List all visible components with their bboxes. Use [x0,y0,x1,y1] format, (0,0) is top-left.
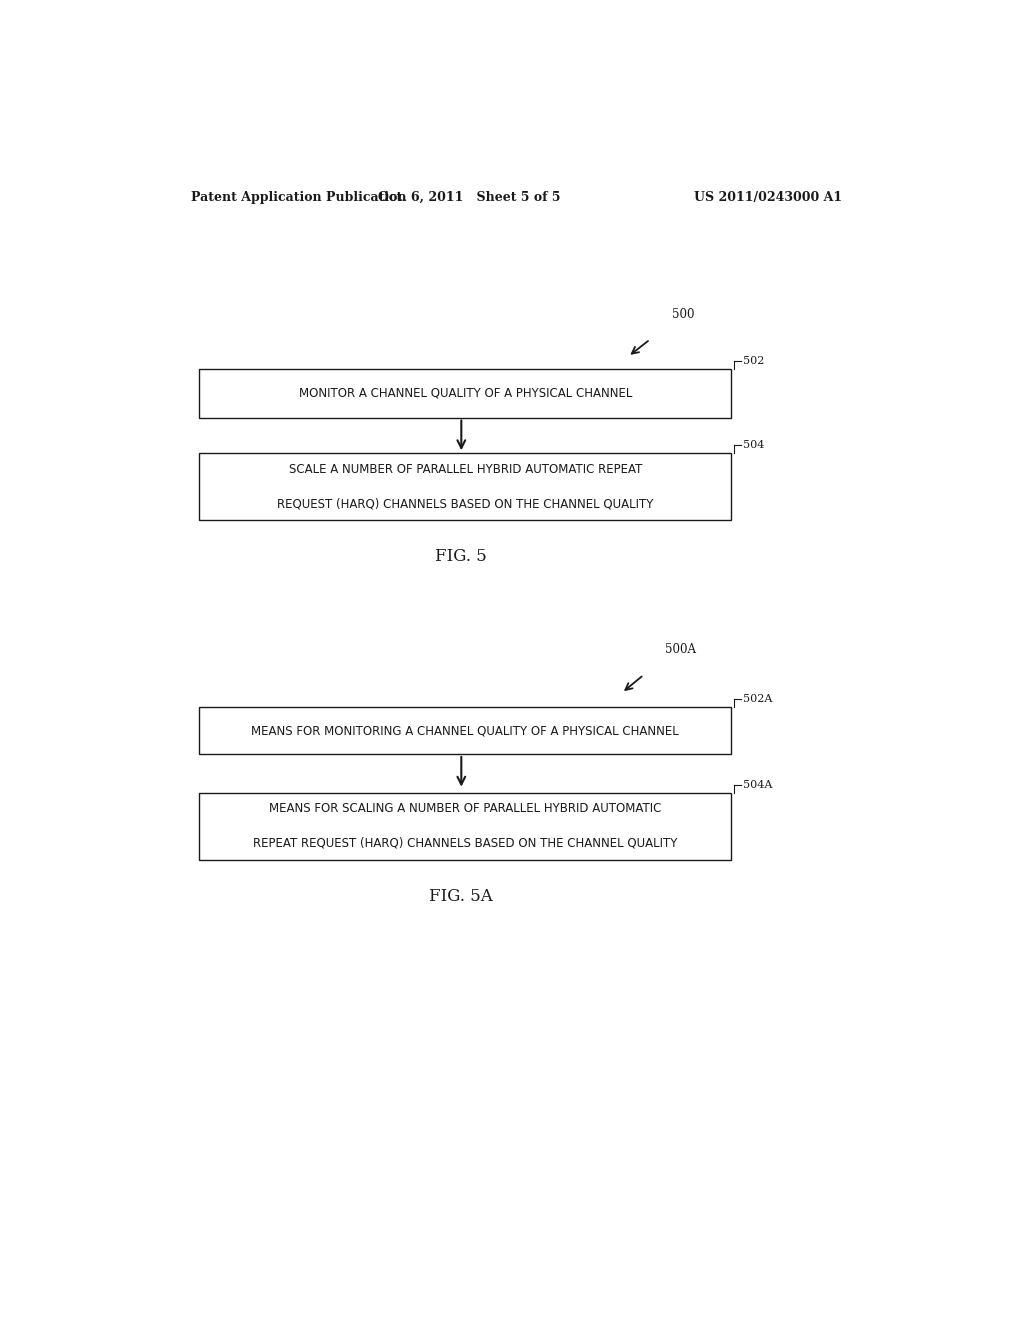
Text: 502A: 502A [743,694,772,704]
Text: 504: 504 [743,440,764,450]
Text: 504A: 504A [743,780,772,789]
Bar [200,708,731,754]
Text: FIG. 5: FIG. 5 [435,548,487,565]
Text: US 2011/0243000 A1: US 2011/0243000 A1 [694,191,842,203]
Text: MEANS FOR MONITORING A CHANNEL QUALITY OF A PHYSICAL CHANNEL: MEANS FOR MONITORING A CHANNEL QUALITY O… [252,725,679,737]
Text: FIG. 5A: FIG. 5A [429,888,494,904]
Text: REPEAT REQUEST (HARQ) CHANNELS BASED ON THE CHANNEL QUALITY: REPEAT REQUEST (HARQ) CHANNELS BASED ON … [253,837,678,850]
Text: SCALE A NUMBER OF PARALLEL HYBRID AUTOMATIC REPEAT: SCALE A NUMBER OF PARALLEL HYBRID AUTOMA… [289,463,642,477]
Text: MONITOR A CHANNEL QUALITY OF A PHYSICAL CHANNEL: MONITOR A CHANNEL QUALITY OF A PHYSICAL … [299,387,632,400]
Bar [200,453,731,520]
Bar [200,368,731,417]
Text: Patent Application Publication: Patent Application Publication [191,191,407,203]
Text: 502: 502 [743,355,764,366]
Text: REQUEST (HARQ) CHANNELS BASED ON THE CHANNEL QUALITY: REQUEST (HARQ) CHANNELS BASED ON THE CHA… [278,498,653,511]
Text: Oct. 6, 2011   Sheet 5 of 5: Oct. 6, 2011 Sheet 5 of 5 [378,191,560,203]
Text: 500: 500 [672,308,694,321]
Text: MEANS FOR SCALING A NUMBER OF PARALLEL HYBRID AUTOMATIC: MEANS FOR SCALING A NUMBER OF PARALLEL H… [269,803,662,816]
Text: 500A: 500A [666,643,696,656]
Bar [200,792,731,859]
